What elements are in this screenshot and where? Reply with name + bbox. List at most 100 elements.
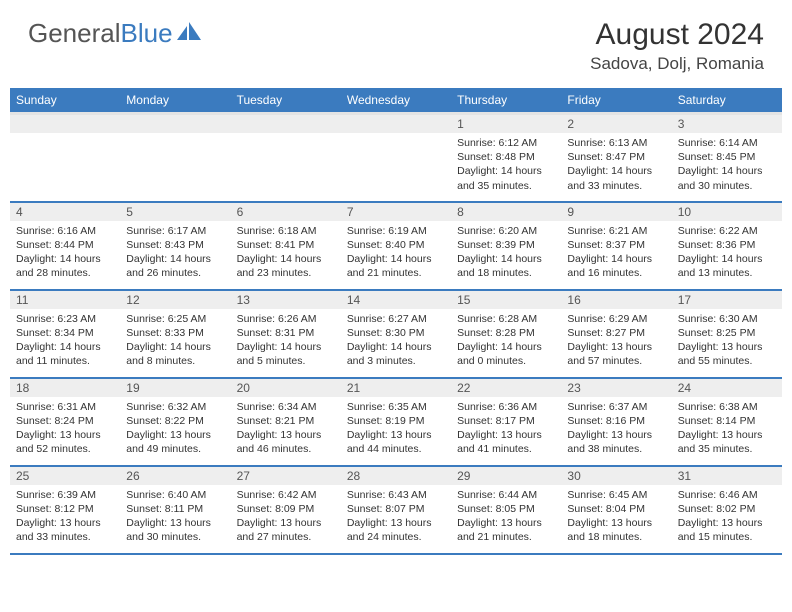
day-number: 8 [451, 203, 561, 221]
day-info: Sunrise: 6:32 AMSunset: 8:22 PMDaylight:… [120, 397, 230, 461]
calendar-week: 25Sunrise: 6:39 AMSunset: 8:12 PMDayligh… [10, 466, 782, 554]
calendar-cell: 26Sunrise: 6:40 AMSunset: 8:11 PMDayligh… [120, 466, 230, 554]
day-number: 27 [231, 467, 341, 485]
day-info: Sunrise: 6:19 AMSunset: 8:40 PMDaylight:… [341, 221, 451, 285]
calendar-header-row: SundayMondayTuesdayWednesdayThursdayFrid… [10, 88, 782, 114]
day-info: Sunrise: 6:28 AMSunset: 8:28 PMDaylight:… [451, 309, 561, 373]
day-info: Sunrise: 6:25 AMSunset: 8:33 PMDaylight:… [120, 309, 230, 373]
day-number-empty [341, 115, 451, 133]
day-number: 21 [341, 379, 451, 397]
day-info: Sunrise: 6:38 AMSunset: 8:14 PMDaylight:… [672, 397, 782, 461]
calendar-body: 1Sunrise: 6:12 AMSunset: 8:48 PMDaylight… [10, 114, 782, 554]
day-info: Sunrise: 6:42 AMSunset: 8:09 PMDaylight:… [231, 485, 341, 549]
day-number: 26 [120, 467, 230, 485]
day-number: 15 [451, 291, 561, 309]
day-number: 24 [672, 379, 782, 397]
day-number-empty [10, 115, 120, 133]
day-info: Sunrise: 6:16 AMSunset: 8:44 PMDaylight:… [10, 221, 120, 285]
calendar-cell: 15Sunrise: 6:28 AMSunset: 8:28 PMDayligh… [451, 290, 561, 378]
day-info: Sunrise: 6:43 AMSunset: 8:07 PMDaylight:… [341, 485, 451, 549]
calendar-cell: 30Sunrise: 6:45 AMSunset: 8:04 PMDayligh… [561, 466, 671, 554]
day-info: Sunrise: 6:35 AMSunset: 8:19 PMDaylight:… [341, 397, 451, 461]
day-info: Sunrise: 6:27 AMSunset: 8:30 PMDaylight:… [341, 309, 451, 373]
day-info: Sunrise: 6:34 AMSunset: 8:21 PMDaylight:… [231, 397, 341, 461]
calendar-cell: 22Sunrise: 6:36 AMSunset: 8:17 PMDayligh… [451, 378, 561, 466]
day-number: 29 [451, 467, 561, 485]
calendar-cell: 31Sunrise: 6:46 AMSunset: 8:02 PMDayligh… [672, 466, 782, 554]
day-number: 3 [672, 115, 782, 133]
calendar-cell: 11Sunrise: 6:23 AMSunset: 8:34 PMDayligh… [10, 290, 120, 378]
calendar-cell: 20Sunrise: 6:34 AMSunset: 8:21 PMDayligh… [231, 378, 341, 466]
day-number: 28 [341, 467, 451, 485]
logo-text-blue: Blue [121, 18, 173, 49]
calendar-cell: 27Sunrise: 6:42 AMSunset: 8:09 PMDayligh… [231, 466, 341, 554]
day-info: Sunrise: 6:31 AMSunset: 8:24 PMDaylight:… [10, 397, 120, 461]
day-number: 12 [120, 291, 230, 309]
day-number: 13 [231, 291, 341, 309]
calendar-cell: 18Sunrise: 6:31 AMSunset: 8:24 PMDayligh… [10, 378, 120, 466]
calendar-cell: 3Sunrise: 6:14 AMSunset: 8:45 PMDaylight… [672, 114, 782, 202]
day-number: 20 [231, 379, 341, 397]
day-info: Sunrise: 6:12 AMSunset: 8:48 PMDaylight:… [451, 133, 561, 197]
day-number: 18 [10, 379, 120, 397]
day-header: Friday [561, 88, 671, 114]
day-header: Sunday [10, 88, 120, 114]
calendar-cell: 8Sunrise: 6:20 AMSunset: 8:39 PMDaylight… [451, 202, 561, 290]
day-number: 5 [120, 203, 230, 221]
day-number: 1 [451, 115, 561, 133]
day-info: Sunrise: 6:17 AMSunset: 8:43 PMDaylight:… [120, 221, 230, 285]
day-number: 16 [561, 291, 671, 309]
day-number: 11 [10, 291, 120, 309]
day-number: 14 [341, 291, 451, 309]
day-number: 31 [672, 467, 782, 485]
day-info: Sunrise: 6:39 AMSunset: 8:12 PMDaylight:… [10, 485, 120, 549]
day-info: Sunrise: 6:46 AMSunset: 8:02 PMDaylight:… [672, 485, 782, 549]
day-number: 30 [561, 467, 671, 485]
calendar-cell: 9Sunrise: 6:21 AMSunset: 8:37 PMDaylight… [561, 202, 671, 290]
day-header: Tuesday [231, 88, 341, 114]
calendar-week: 4Sunrise: 6:16 AMSunset: 8:44 PMDaylight… [10, 202, 782, 290]
day-number: 19 [120, 379, 230, 397]
calendar-cell: 29Sunrise: 6:44 AMSunset: 8:05 PMDayligh… [451, 466, 561, 554]
day-header: Monday [120, 88, 230, 114]
calendar-cell [341, 114, 451, 202]
header: GeneralBlue August 2024 Sadova, Dolj, Ro… [0, 0, 792, 82]
logo-text-gray: General [28, 18, 121, 49]
calendar-cell: 28Sunrise: 6:43 AMSunset: 8:07 PMDayligh… [341, 466, 451, 554]
day-number: 9 [561, 203, 671, 221]
day-number-empty [231, 115, 341, 133]
logo: GeneralBlue [28, 18, 203, 49]
day-info: Sunrise: 6:30 AMSunset: 8:25 PMDaylight:… [672, 309, 782, 373]
day-header: Thursday [451, 88, 561, 114]
day-info: Sunrise: 6:45 AMSunset: 8:04 PMDaylight:… [561, 485, 671, 549]
day-number: 7 [341, 203, 451, 221]
day-info: Sunrise: 6:37 AMSunset: 8:16 PMDaylight:… [561, 397, 671, 461]
day-header: Saturday [672, 88, 782, 114]
day-number: 22 [451, 379, 561, 397]
month-title: August 2024 [590, 18, 764, 52]
day-info: Sunrise: 6:36 AMSunset: 8:17 PMDaylight:… [451, 397, 561, 461]
day-number: 4 [10, 203, 120, 221]
day-info: Sunrise: 6:40 AMSunset: 8:11 PMDaylight:… [120, 485, 230, 549]
day-info: Sunrise: 6:21 AMSunset: 8:37 PMDaylight:… [561, 221, 671, 285]
calendar-week: 11Sunrise: 6:23 AMSunset: 8:34 PMDayligh… [10, 290, 782, 378]
day-number: 6 [231, 203, 341, 221]
calendar-cell: 5Sunrise: 6:17 AMSunset: 8:43 PMDaylight… [120, 202, 230, 290]
day-info: Sunrise: 6:23 AMSunset: 8:34 PMDaylight:… [10, 309, 120, 373]
calendar-cell: 21Sunrise: 6:35 AMSunset: 8:19 PMDayligh… [341, 378, 451, 466]
day-info: Sunrise: 6:18 AMSunset: 8:41 PMDaylight:… [231, 221, 341, 285]
calendar-cell: 16Sunrise: 6:29 AMSunset: 8:27 PMDayligh… [561, 290, 671, 378]
day-info: Sunrise: 6:13 AMSunset: 8:47 PMDaylight:… [561, 133, 671, 197]
calendar-cell: 2Sunrise: 6:13 AMSunset: 8:47 PMDaylight… [561, 114, 671, 202]
calendar-cell: 4Sunrise: 6:16 AMSunset: 8:44 PMDaylight… [10, 202, 120, 290]
day-info: Sunrise: 6:20 AMSunset: 8:39 PMDaylight:… [451, 221, 561, 285]
calendar-cell: 7Sunrise: 6:19 AMSunset: 8:40 PMDaylight… [341, 202, 451, 290]
day-number: 10 [672, 203, 782, 221]
calendar-cell: 19Sunrise: 6:32 AMSunset: 8:22 PMDayligh… [120, 378, 230, 466]
day-number: 2 [561, 115, 671, 133]
title-block: August 2024 Sadova, Dolj, Romania [590, 18, 764, 74]
calendar-cell: 17Sunrise: 6:30 AMSunset: 8:25 PMDayligh… [672, 290, 782, 378]
calendar-cell: 24Sunrise: 6:38 AMSunset: 8:14 PMDayligh… [672, 378, 782, 466]
calendar-cell [120, 114, 230, 202]
day-number: 25 [10, 467, 120, 485]
